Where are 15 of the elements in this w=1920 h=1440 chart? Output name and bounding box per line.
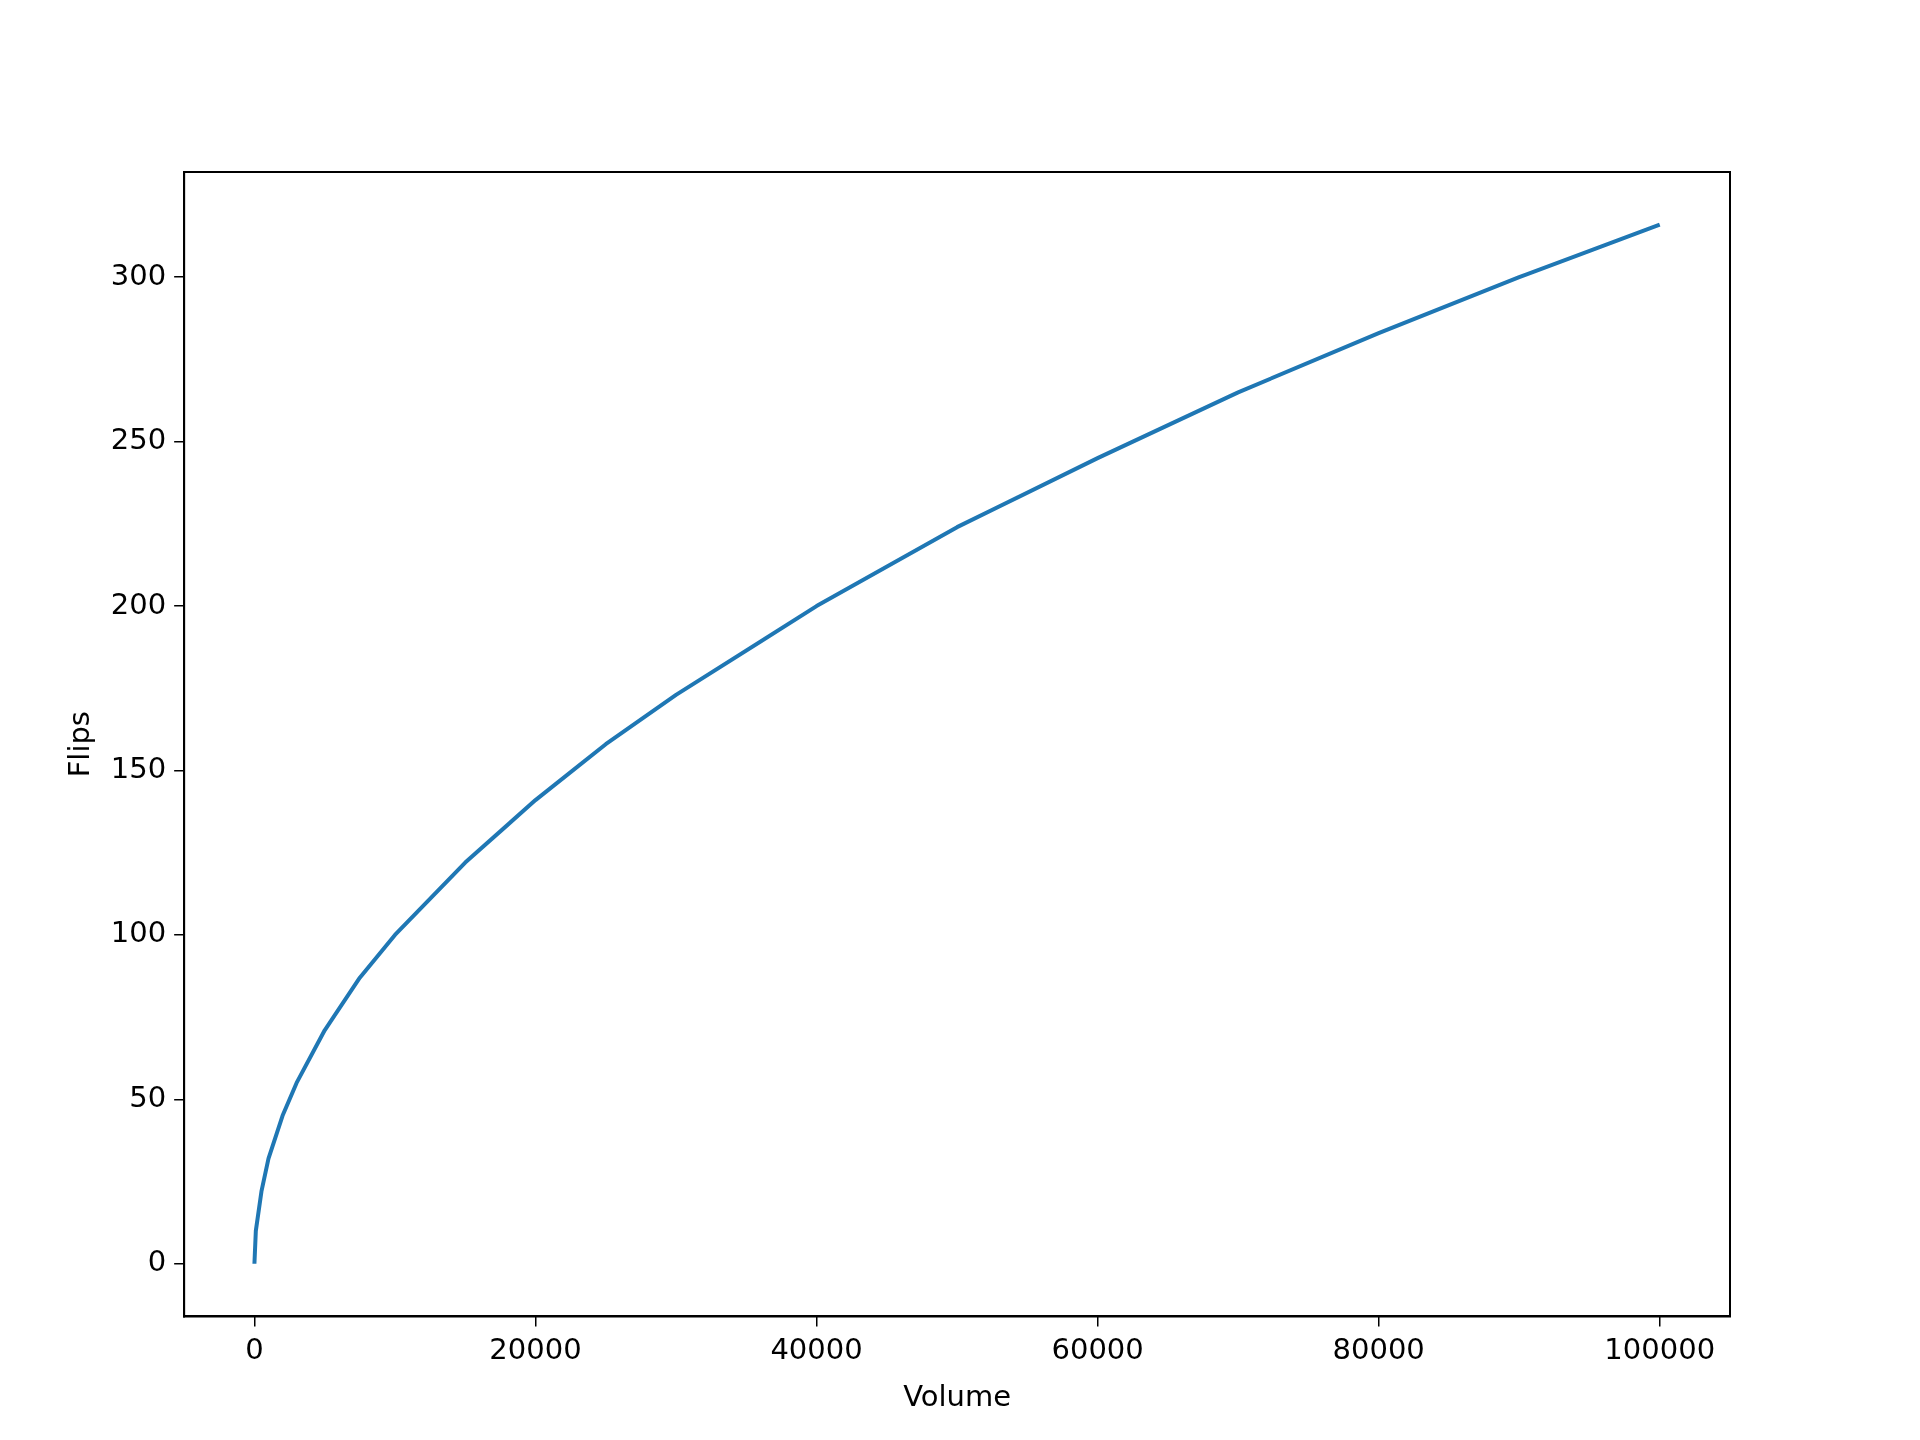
x-tick-label: 100000: [1604, 1332, 1716, 1367]
x-tick-label: 0: [245, 1332, 264, 1367]
x-tick-label: 40000: [770, 1332, 863, 1367]
x-tick-label: 60000: [1051, 1332, 1144, 1367]
y-axis-title: Flips: [61, 711, 96, 778]
y-tick-label: 0: [147, 1244, 167, 1279]
y-tick-label: 100: [110, 915, 167, 950]
y-tick-label: 200: [110, 586, 167, 621]
x-tick-label: 80000: [1332, 1332, 1425, 1367]
y-tick-label: 50: [129, 1079, 167, 1114]
x-axis-title: Volume: [903, 1379, 1012, 1414]
y-tick-label: 250: [110, 422, 167, 457]
x-tick-label: 20000: [489, 1332, 582, 1367]
y-tick-label: 150: [110, 751, 167, 786]
y-tick-label: 300: [110, 257, 167, 292]
